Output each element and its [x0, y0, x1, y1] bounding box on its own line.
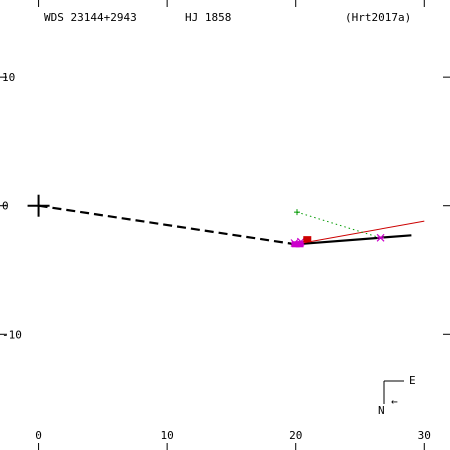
y-tick-label: -10	[2, 328, 22, 341]
x-tick-label: 10	[161, 429, 174, 442]
discoverer-label: HJ 1858	[185, 11, 231, 24]
direction-arrow: ←	[391, 395, 398, 408]
x-tick-label: 30	[418, 429, 431, 442]
wds-id-label: WDS 23144+2943	[44, 11, 137, 24]
primary-star-marker	[27, 194, 50, 217]
data-layer	[27, 194, 425, 248]
y-tick-label: 10	[2, 71, 15, 84]
x-tick-label: 20	[289, 429, 302, 442]
y-tick-label: 0	[2, 200, 9, 213]
square-marker	[303, 236, 312, 243]
x-tick-label: 0	[35, 429, 42, 442]
square-marker	[295, 241, 304, 248]
asterisk-marker	[376, 233, 385, 242]
orbit-line-solid-thick	[295, 234, 412, 246]
north-label: N	[378, 404, 385, 417]
plus-marker	[294, 209, 300, 216]
orbit-line-solid-thin	[295, 220, 425, 245]
east-label: E	[409, 374, 416, 387]
orbit-line-dashed	[38, 204, 296, 246]
orientation-indicator: E N ←	[378, 374, 416, 417]
orbit-line-dotted	[296, 211, 381, 239]
reference-label: (Hrt2017a)	[345, 11, 411, 24]
